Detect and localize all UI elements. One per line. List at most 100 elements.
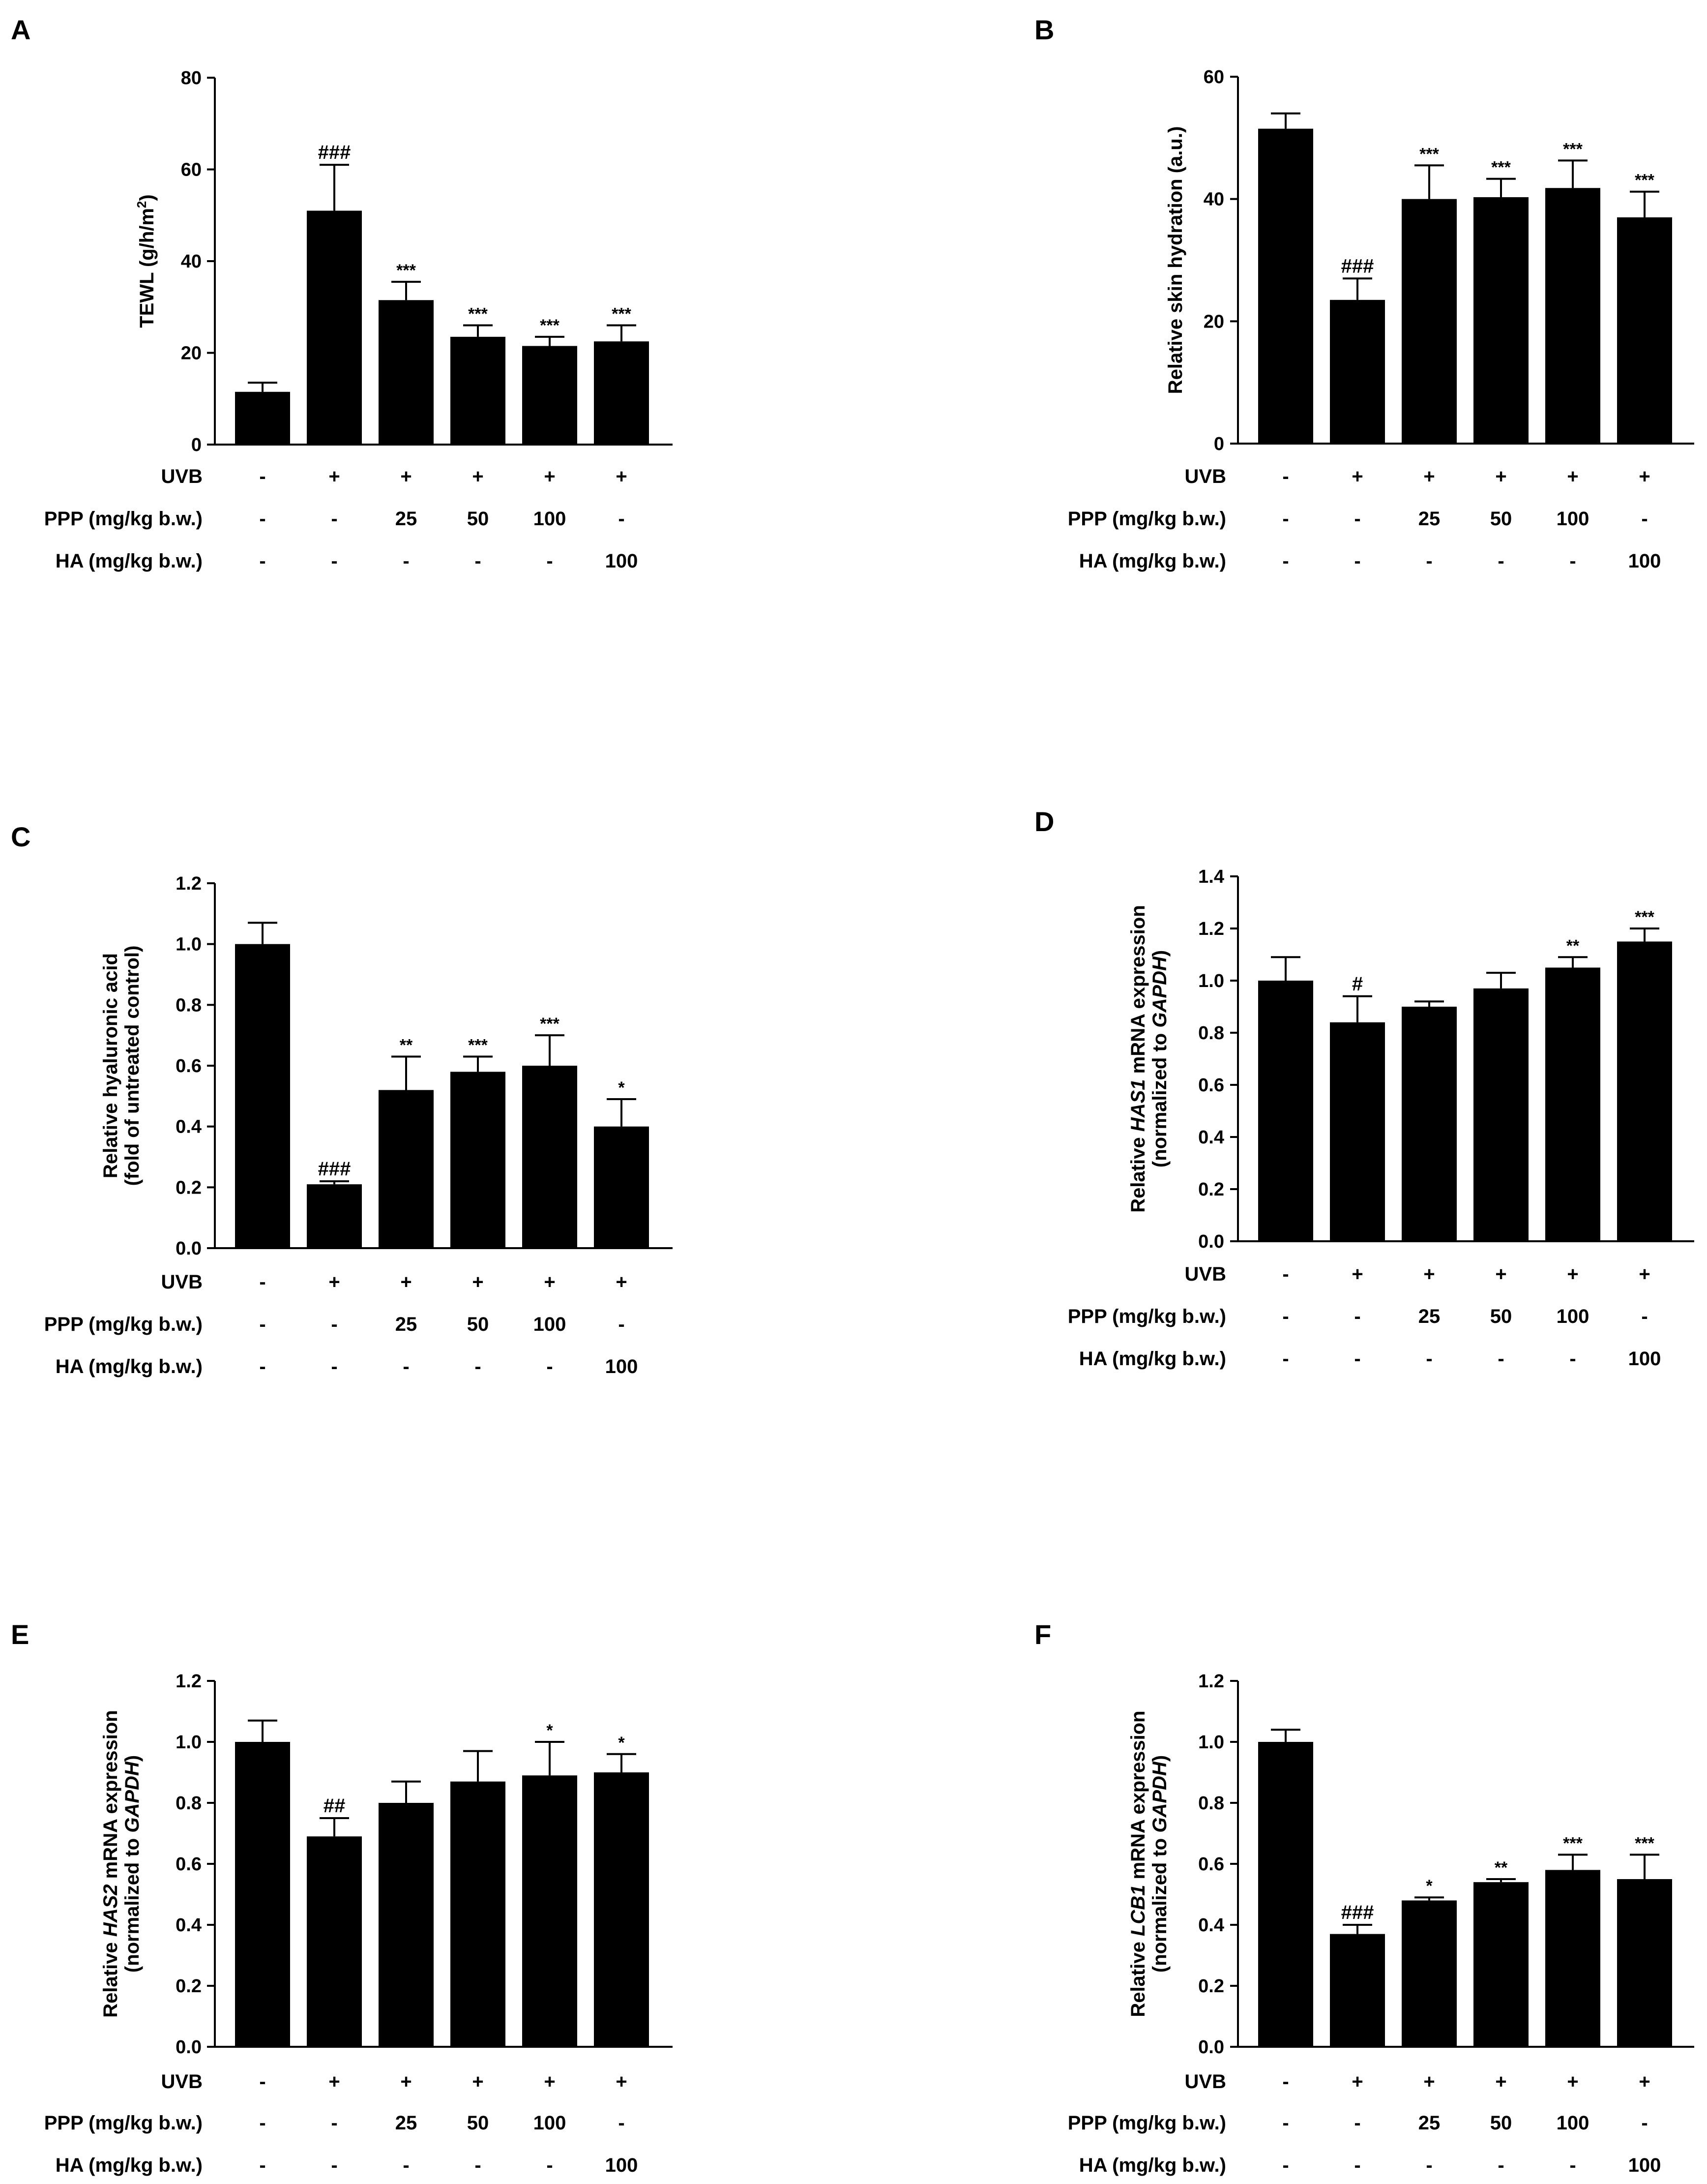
y-tick-label: 1.0 — [176, 1732, 202, 1753]
treatment-cell: - — [331, 2112, 337, 2134]
panel-a: A 0 20 40 60 80 TEWL (g/h/m2) ### *** *** *** *** UV… — [11, 14, 673, 572]
y-tick-label: 1.4 — [1198, 867, 1224, 887]
treatment-cell: - — [1569, 550, 1576, 572]
y-tick-label: 60 — [1204, 67, 1224, 88]
treatment-cell: 50 — [1490, 508, 1512, 530]
treatment-cell: - — [1282, 508, 1289, 530]
y-axis-label-part: mRNA expression — [1127, 905, 1149, 1079]
treatment-cell: - — [259, 2154, 265, 2176]
y-tick-label: 0.8 — [176, 1793, 202, 1814]
treatment-cell: + — [1352, 1263, 1363, 1285]
y-tick-label: 1.0 — [1198, 971, 1224, 991]
treatment-cell: 25 — [1418, 508, 1441, 530]
y-axis-label-part: Relative — [1127, 1132, 1149, 1213]
bar — [307, 210, 362, 445]
y-axis-label-part: GAPDH — [1149, 1761, 1171, 1833]
treatment-cell: + — [616, 1271, 627, 1293]
treatment-cell: 100 — [1557, 1306, 1589, 1327]
treatment-row-label: UVB — [161, 466, 203, 487]
treatment-cell: + — [1495, 2071, 1506, 2093]
treatment-cell: + — [616, 466, 627, 487]
treatment-cell: 100 — [605, 2154, 638, 2176]
treatment-cell: - — [331, 1314, 337, 1335]
significance-label: *** — [1635, 1834, 1654, 1853]
treatment-cell: - — [259, 2071, 265, 2093]
treatment-cell: + — [472, 2071, 483, 2093]
y-axis-label-part: TEWL (g/h/m — [136, 208, 158, 328]
y-tick-label: 1.0 — [1198, 1732, 1224, 1753]
panel-f: F 0.0 0.2 0.4 0.6 0.8 1.0 1.2 Relative LCB1 mRNA… — [1034, 1619, 1694, 2176]
y-tick-label: 1.2 — [1198, 1671, 1224, 1692]
bar — [1330, 299, 1385, 444]
y-axis-label-part: mRNA expression — [100, 1710, 121, 1884]
treatment-cell: + — [1352, 2071, 1363, 2093]
y-axis-label: (normalized to GAPDH) — [1149, 950, 1171, 1167]
treatment-cell: 50 — [1490, 2112, 1512, 2134]
significance-label: ### — [1341, 1902, 1374, 1923]
bar — [1258, 981, 1313, 1241]
treatment-cell: - — [618, 2112, 624, 2134]
treatment-cell: - — [1641, 2112, 1648, 2134]
treatment-cell: + — [1423, 1263, 1435, 1285]
bar — [522, 1775, 577, 2047]
treatment-cell: + — [1639, 466, 1650, 487]
treatment-cell: + — [544, 2071, 555, 2093]
treatment-cell: - — [1282, 550, 1289, 572]
bar — [1402, 199, 1457, 444]
significance-label: ## — [324, 1795, 346, 1817]
y-tick-label: 0.6 — [1198, 1075, 1224, 1096]
treatment-cell: - — [331, 1356, 337, 1377]
panel-letter: A — [11, 14, 30, 45]
treatment-row-label: HA (mg/kg b.w.) — [56, 1356, 203, 1377]
bar — [307, 1836, 362, 2047]
y-axis-label: Relative HAS1 mRNA expression — [1127, 905, 1149, 1212]
treatment-cell: 25 — [1418, 1306, 1441, 1327]
treatment-cell: + — [1567, 1263, 1578, 1285]
treatment-row-label: UVB — [161, 2071, 203, 2093]
treatment-cell: - — [259, 466, 265, 487]
y-tick-label: 1.2 — [176, 1671, 202, 1692]
y-axis-label-part: (normalized to — [121, 1833, 143, 1973]
bar — [235, 391, 290, 445]
y-tick-label: 0.0 — [1198, 2037, 1224, 2058]
y-tick-label: 1.0 — [176, 934, 202, 955]
bar — [1258, 1742, 1313, 2047]
significance-label: * — [1426, 1877, 1433, 1895]
treatment-cell: - — [259, 1271, 265, 1293]
y-axis-label-part: ) — [136, 194, 158, 201]
y-tick-label: 0.6 — [1198, 1854, 1224, 1875]
treatment-cell: - — [474, 1356, 481, 1377]
treatment-cell: + — [1495, 1263, 1506, 1285]
y-axis-label: TEWL (g/h/m2) — [134, 194, 158, 328]
treatment-cell: + — [544, 1271, 555, 1293]
treatment-cell: - — [1498, 2154, 1504, 2176]
treatment-cell: - — [1498, 1348, 1504, 1370]
treatment-row-label: HA (mg/kg b.w.) — [1079, 1348, 1226, 1370]
y-tick-label: 0.2 — [1198, 1179, 1224, 1200]
y-tick-label: 60 — [181, 160, 202, 180]
significance-label: ### — [1341, 255, 1374, 277]
significance-label: *** — [612, 305, 631, 324]
bar — [450, 1072, 505, 1248]
y-tick-label: 0.8 — [1198, 1793, 1224, 1814]
treatment-cell: + — [1423, 466, 1435, 487]
significance-label: *** — [1563, 140, 1583, 158]
y-tick-label: 1.2 — [176, 873, 202, 894]
treatment-cell: 100 — [533, 1314, 566, 1335]
treatment-row-label: HA (mg/kg b.w.) — [1079, 550, 1226, 572]
significance-label: ### — [318, 142, 351, 163]
y-axis-label: Relative hyaluronic acid — [100, 953, 121, 1178]
treatment-row-label: PPP (mg/kg b.w.) — [44, 508, 203, 530]
y-tick-label: 0.2 — [1198, 1976, 1224, 1997]
bar — [450, 336, 505, 445]
bar — [1258, 128, 1313, 444]
significance-label: ** — [1495, 1858, 1508, 1877]
y-tick-label: 0.8 — [1198, 1023, 1224, 1044]
treatment-cell: 25 — [1418, 2112, 1441, 2134]
treatment-cell: 50 — [467, 508, 489, 530]
treatment-cell: 100 — [1628, 1348, 1661, 1370]
bar — [522, 1066, 577, 1248]
bar — [1330, 1934, 1385, 2047]
treatment-cell: - — [331, 550, 337, 572]
y-axis-label-part: Relative hyaluronic acid — [100, 953, 121, 1178]
